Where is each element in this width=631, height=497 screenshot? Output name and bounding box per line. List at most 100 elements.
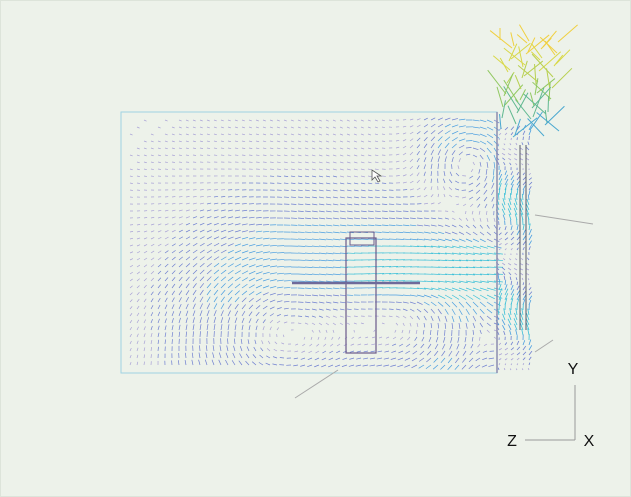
vector: [207, 217, 211, 218]
vector: [193, 324, 194, 330]
vector: [256, 155, 259, 156]
vector: [137, 348, 138, 351]
vector: [249, 127, 252, 128]
vector: [172, 325, 173, 330]
vector: [270, 314, 274, 316]
vector: [347, 225, 353, 226]
vector: [505, 359, 507, 360]
vector: [363, 365, 368, 366]
vector: [368, 218, 374, 219]
vector: [487, 127, 493, 130]
vector: [144, 238, 147, 239]
vector: [410, 196, 414, 197]
vector: [214, 148, 217, 149]
vector: [235, 304, 238, 309]
vector: [305, 169, 309, 170]
vector: [277, 259, 284, 260]
vector: [207, 263, 212, 267]
vector: [529, 283, 530, 285]
vector: [242, 203, 247, 204]
vector: [312, 120, 315, 121]
vector: [172, 298, 174, 302]
vector: [520, 264, 523, 265]
vector: [270, 273, 277, 274]
vector: [158, 264, 161, 267]
vector: [340, 295, 346, 296]
vector: [137, 355, 138, 358]
vector: [326, 225, 332, 226]
vector: [347, 239, 354, 240]
vector: [403, 146, 406, 148]
vector: [511, 348, 514, 350]
vector: [319, 218, 325, 219]
vector: [277, 134, 280, 135]
vector: [305, 190, 310, 191]
vector: [158, 237, 161, 239]
vector: [365, 337, 368, 338]
vector: [319, 267, 326, 268]
vector: [480, 134, 487, 137]
vector: [354, 148, 357, 149]
vector: [312, 127, 315, 128]
vector: [505, 133, 507, 135]
vector: [473, 239, 479, 242]
vector: [221, 324, 222, 330]
vector: [431, 203, 434, 204]
vector: [228, 244, 234, 246]
vector: [523, 230, 525, 235]
vector: [266, 356, 270, 358]
vector: [233, 353, 235, 358]
vector: [340, 190, 345, 191]
vector: [473, 295, 480, 299]
vector: [235, 318, 237, 323]
vector: [340, 148, 343, 149]
vector: [445, 316, 447, 322]
vector: [455, 181, 459, 183]
vector: [445, 232, 451, 234]
vector: [270, 259, 277, 260]
vector: [221, 223, 226, 225]
vector: [504, 331, 505, 335]
vector: [144, 169, 147, 170]
vector: [438, 316, 440, 321]
vector: [431, 218, 436, 219]
vector: [405, 358, 410, 360]
vector: [452, 137, 458, 141]
vector: [438, 309, 442, 314]
vector: [207, 230, 212, 232]
vector: [270, 162, 274, 163]
vector: [301, 358, 305, 359]
vector: [466, 225, 469, 228]
vector: [517, 231, 519, 235]
vector: [151, 292, 153, 295]
vector: [382, 225, 388, 226]
vector: [389, 225, 395, 226]
vector: [473, 141, 479, 142]
vector: [259, 362, 263, 365]
vector: [221, 277, 226, 281]
leader-line: [535, 340, 553, 352]
vector: [144, 347, 145, 351]
vector: [508, 106, 516, 124]
vector: [445, 225, 450, 227]
vector: [354, 176, 358, 177]
vector: [503, 149, 505, 150]
vector: [396, 302, 402, 303]
vector: [505, 342, 507, 345]
vector: [172, 148, 175, 149]
vector: [410, 174, 413, 176]
vector: [499, 244, 502, 245]
vector: [479, 337, 480, 341]
vector: [509, 272, 511, 275]
vector: [378, 344, 382, 345]
vector: [471, 344, 473, 348]
vector: [375, 120, 378, 121]
vector: [263, 252, 270, 253]
vector: [487, 246, 495, 248]
vector: [492, 204, 494, 208]
vector: [277, 127, 280, 128]
vector: [368, 155, 371, 156]
vector: [340, 155, 343, 156]
vector: [298, 127, 301, 128]
vector: [361, 218, 367, 219]
